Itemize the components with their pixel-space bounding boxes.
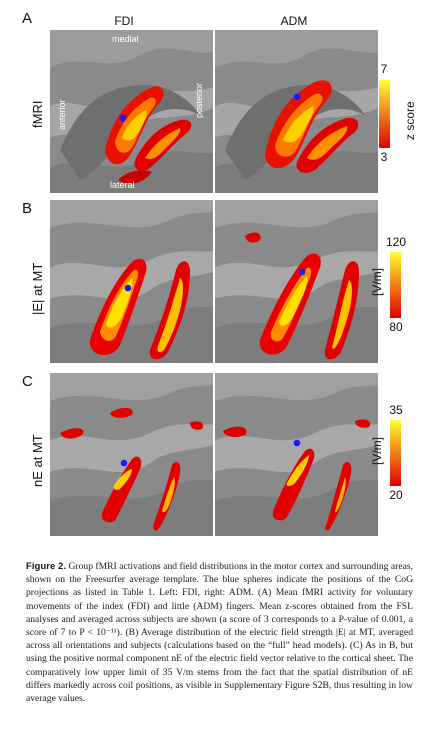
cortex-surface-graphic xyxy=(215,373,378,536)
cog-marker xyxy=(298,268,306,276)
row-label-e-at-mt: |E| at MT xyxy=(30,262,45,315)
colorbar-a-max: 7 xyxy=(380,62,388,76)
colorbar-b-unit: [V/m] xyxy=(370,267,384,296)
cortex-surface-graphic xyxy=(50,30,213,193)
colorbar-c-unit: [V/m] xyxy=(370,436,384,465)
figure-caption: Figure 2. Group fMRI activations and fie… xyxy=(26,560,413,705)
cog-marker xyxy=(119,114,127,122)
caption-figure-label: Figure 2. xyxy=(26,561,67,572)
cortex-surface-graphic xyxy=(215,200,378,363)
orientation-lateral: lateral xyxy=(110,180,135,190)
cog-marker xyxy=(124,284,132,292)
panel-letter-b: B xyxy=(22,200,33,217)
column-header-fdi: FDI xyxy=(114,14,134,28)
orientation-posterior: posterior xyxy=(194,82,204,118)
brain-map-e-adm xyxy=(215,200,378,363)
row-label-fmri: fMRI xyxy=(30,100,45,128)
orientation-anterior: anterior xyxy=(57,99,67,130)
colorbar-b xyxy=(390,252,401,318)
cog-marker xyxy=(120,459,128,467)
cortex-surface-graphic xyxy=(215,30,378,193)
colorbar-b-min: 80 xyxy=(389,320,403,334)
cog-marker xyxy=(293,93,301,101)
panel-letter-a: A xyxy=(22,10,33,27)
colorbar-c xyxy=(390,420,401,486)
cog-marker xyxy=(293,439,301,447)
cortex-surface-graphic xyxy=(50,373,213,536)
caption-text: Group fMRI activations and field distrib… xyxy=(26,561,413,705)
colorbar-a-unit: z score xyxy=(403,101,417,140)
brain-map-fmri-fdi xyxy=(50,30,213,193)
row-label-ne-at-mt: nE at MT xyxy=(30,434,45,487)
brain-map-e-fdi xyxy=(50,200,213,363)
orientation-medial: medial xyxy=(112,34,139,44)
colorbar-a-min: 3 xyxy=(380,150,388,164)
brain-map-ne-fdi xyxy=(50,373,213,536)
brain-map-fmri-adm xyxy=(215,30,378,193)
colorbar-b-max: 120 xyxy=(385,235,407,249)
column-header-adm: ADM xyxy=(280,14,308,28)
cortex-surface-graphic xyxy=(50,200,213,363)
colorbar-c-max: 35 xyxy=(389,403,403,417)
colorbar-c-min: 20 xyxy=(389,488,403,502)
panel-letter-c: C xyxy=(22,373,33,390)
colorbar-a xyxy=(379,80,390,148)
brain-map-ne-adm xyxy=(215,373,378,536)
